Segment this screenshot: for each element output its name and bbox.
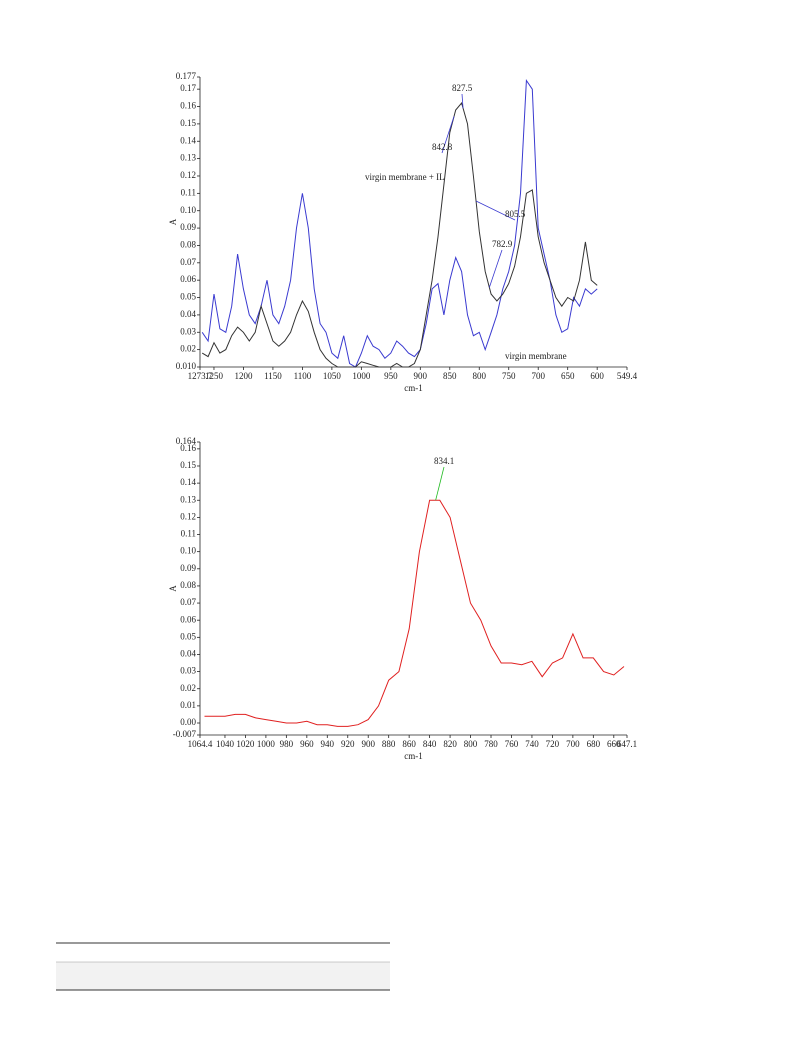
- x-tick-label: 600: [590, 371, 604, 381]
- y-tick-label: 0.04: [180, 649, 196, 659]
- peak-leader: [475, 200, 516, 221]
- x-tick-label: 750: [502, 371, 516, 381]
- x-tick-label: 800: [464, 739, 478, 749]
- x-tick-label: 840: [423, 739, 437, 749]
- x-tick-label: 920: [341, 739, 355, 749]
- x-tick-label: 1050: [323, 371, 342, 381]
- y-tick-label: 0.15: [180, 460, 196, 470]
- x-tick-label: 700: [531, 371, 545, 381]
- y-tick-label: 0.02: [180, 683, 196, 693]
- y-tick-label: 0.08: [180, 240, 196, 250]
- x-tick-label: 660: [607, 739, 621, 749]
- x-tick-label: 1000: [352, 371, 371, 381]
- x-tick-label: 1040: [216, 739, 235, 749]
- y-tick-label: 0.06: [180, 614, 196, 624]
- x-tick-label: 860: [402, 739, 416, 749]
- x-tick-label: 650: [561, 371, 575, 381]
- x-tick-label: 850: [443, 371, 457, 381]
- y-tick-label: 0.07: [180, 597, 196, 607]
- x-tick-label: 1000: [257, 739, 276, 749]
- y-axis-label: A: [168, 218, 178, 225]
- y-tick-label: 0.09: [180, 563, 196, 573]
- y-tick-label: 0.09: [180, 222, 196, 232]
- x-tick-label: 700: [566, 739, 580, 749]
- y-tick-label: 0.08: [180, 580, 196, 590]
- x-tick-label: 980: [280, 739, 294, 749]
- x-tick-label: 1100: [294, 371, 312, 381]
- y-tick-label: 0.13: [180, 494, 196, 504]
- x-tick-label: 900: [361, 739, 375, 749]
- x-tick-label: 880: [382, 739, 396, 749]
- y-tick-label: 0.05: [180, 631, 196, 641]
- peak-label: 834.1: [434, 456, 454, 466]
- table-row: [56, 962, 390, 990]
- x-tick-label: 680: [587, 739, 601, 749]
- y-tick-label: 0.12: [180, 170, 196, 180]
- series-label: virgin membrane + IL: [365, 172, 445, 182]
- x-tick-label: 1150: [264, 371, 282, 381]
- y-tick-label: 0.11: [181, 187, 196, 197]
- y-axis-label: A: [168, 585, 178, 592]
- y-tick-label: 0.14: [180, 477, 196, 487]
- y-tick-label: 0.01: [180, 700, 196, 710]
- x-tick-label: 820: [443, 739, 457, 749]
- x-tick-label: 1020: [236, 739, 255, 749]
- y-tick-label: 0.00: [180, 717, 196, 727]
- y-tick-label: 0.17: [180, 83, 196, 93]
- y-tick-label: 0.07: [180, 257, 196, 267]
- x-axis-label: cm-1: [404, 383, 423, 393]
- y-tick-label: 0.11: [181, 529, 196, 539]
- y-tick-label: 0.03: [180, 326, 196, 336]
- y-tick-label: 0.16: [180, 101, 196, 111]
- peak-label: 805.5: [505, 209, 526, 219]
- peak-leader: [461, 93, 464, 109]
- x-tick-label: 780: [484, 739, 498, 749]
- x-tick-label: 740: [525, 739, 539, 749]
- x-tick-label: 960: [300, 739, 314, 749]
- peak-label: 827.5: [452, 83, 473, 93]
- peak-leader: [435, 466, 445, 501]
- y-tick-label: 0.177: [176, 71, 197, 81]
- y-tick-label: 0.164: [176, 436, 197, 446]
- y-tick-label: 0.13: [180, 153, 196, 163]
- x-tick-label: 1200: [234, 371, 253, 381]
- y-tick-label: 0.06: [180, 274, 196, 284]
- x-tick-label: 940: [321, 739, 335, 749]
- series-line: [201, 78, 598, 368]
- x-tick-label: 800: [473, 371, 487, 381]
- peak-label: 782.9: [492, 239, 513, 249]
- series-line: [201, 101, 598, 368]
- x-tick-label: 900: [414, 371, 428, 381]
- series-line: [204, 499, 625, 727]
- x-tick-label: 950: [384, 371, 398, 381]
- y-tick-label: 0.05: [180, 292, 196, 302]
- y-tick-label: 0.10: [180, 205, 196, 215]
- x-tick-label: 549.4: [617, 371, 638, 381]
- y-tick-label: 0.10: [180, 546, 196, 556]
- y-tick-label: -0.007: [173, 729, 197, 739]
- peak-leader: [441, 116, 455, 154]
- y-tick-label: 0.02: [180, 344, 196, 354]
- x-tick-label: 720: [546, 739, 560, 749]
- y-tick-label: 0.04: [180, 309, 196, 319]
- x-tick-label: 1064.4: [188, 739, 213, 749]
- peak-label: 842.8: [432, 142, 453, 152]
- x-axis-label: cm-1: [404, 751, 423, 761]
- x-tick-label: 647.1: [617, 739, 637, 749]
- y-tick-label: 0.03: [180, 666, 196, 676]
- y-tick-label: 0.12: [180, 511, 196, 521]
- y-tick-label: 0.15: [180, 118, 196, 128]
- x-tick-label: 1250: [205, 371, 224, 381]
- x-tick-label: 760: [505, 739, 519, 749]
- y-tick-label: 0.16: [180, 443, 196, 453]
- y-tick-label: 0.14: [180, 135, 196, 145]
- y-tick-label: 0.010: [176, 361, 197, 371]
- x-tick-label: 1273.7: [188, 371, 213, 381]
- series-label: virgin membrane: [505, 351, 567, 361]
- peak-leader: [488, 249, 503, 288]
